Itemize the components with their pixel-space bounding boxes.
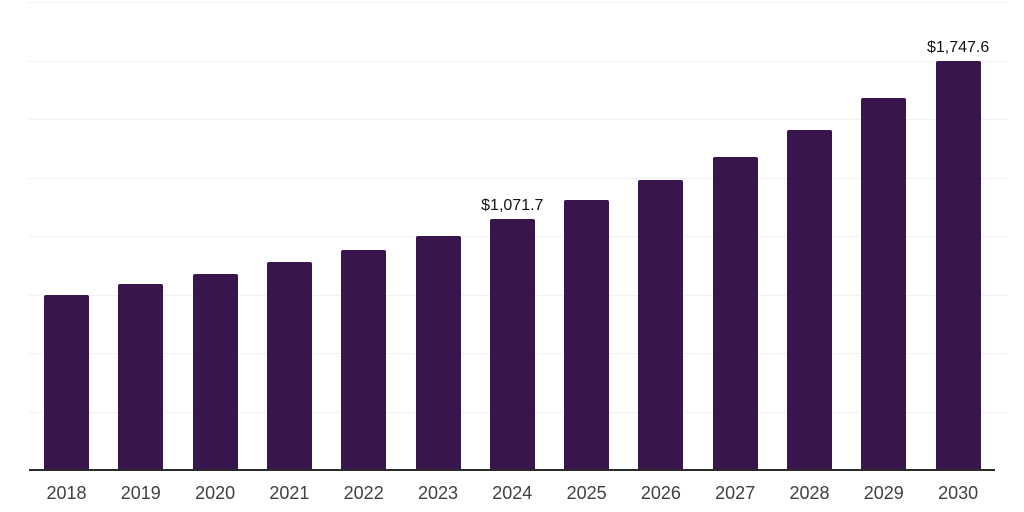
bar-2027 — [712, 157, 758, 470]
bar-2025 — [564, 200, 610, 470]
x-tick-label-2024: 2024 — [492, 483, 533, 503]
bar-2029 — [861, 97, 907, 470]
plot-area: $1,071.7 $1,747.6 — [29, 2, 1008, 471]
bar-2019 — [118, 283, 164, 470]
bar-value-label-2024: $1,071.7 — [481, 197, 544, 215]
bar-2028 — [787, 129, 832, 470]
x-tick-label-2028: 2028 — [789, 483, 830, 503]
x-tick-label-2029: 2029 — [863, 483, 904, 503]
bar-2024 — [489, 219, 535, 470]
bar-2020 — [192, 273, 238, 470]
x-tick-label-2022: 2022 — [343, 483, 384, 503]
x-tick-label-2019: 2019 — [120, 483, 161, 503]
gridline-1750 — [29, 60, 1008, 62]
bar-2030 — [935, 61, 981, 470]
bar-value-label-2030: $1,747.6 — [926, 39, 990, 57]
bar-2022 — [341, 249, 387, 470]
x-axis-line — [29, 469, 995, 471]
gridline-2000 — [29, 2, 1008, 3]
gridline-1250 — [29, 177, 1008, 179]
bar-2018 — [44, 294, 89, 470]
bar-2021 — [266, 262, 312, 470]
gridline-1500 — [29, 119, 1008, 120]
x-tick-label-2030: 2030 — [938, 483, 979, 503]
x-tick-label-2027: 2027 — [715, 483, 756, 503]
x-tick-label-2021: 2021 — [269, 483, 310, 503]
x-tick-label-2020: 2020 — [195, 483, 236, 503]
x-tick-label-2025: 2025 — [566, 483, 607, 503]
x-tick-label-2026: 2026 — [640, 483, 681, 503]
x-tick-label-2023: 2023 — [417, 483, 459, 503]
x-tick-label-2018: 2018 — [46, 483, 87, 503]
bar-2026 — [638, 180, 684, 470]
bar-2023 — [415, 236, 461, 470]
